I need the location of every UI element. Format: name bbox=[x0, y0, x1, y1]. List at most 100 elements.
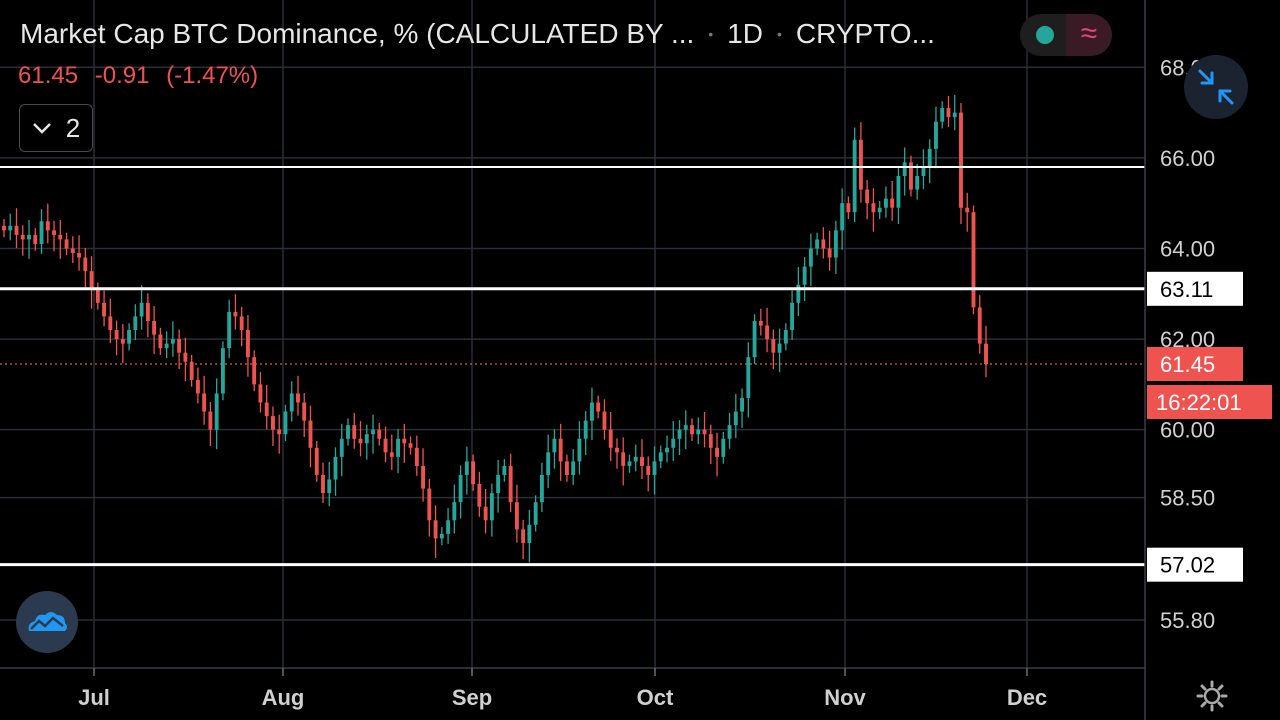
candle-body bbox=[396, 438, 400, 457]
separator-dot: • bbox=[708, 26, 714, 42]
x-tick-label: Nov bbox=[824, 685, 866, 710]
candle-body bbox=[946, 108, 951, 118]
candle-body bbox=[177, 339, 182, 353]
candle-body bbox=[452, 502, 457, 521]
candle-body bbox=[758, 320, 763, 326]
candle-body bbox=[214, 393, 219, 430]
candle-body bbox=[289, 393, 294, 412]
candle-body bbox=[909, 162, 913, 190]
tradingview-logo-button[interactable] bbox=[16, 591, 78, 653]
candle-body bbox=[959, 112, 963, 208]
candle-body bbox=[871, 203, 876, 213]
candle-body bbox=[783, 330, 788, 344]
candle-body bbox=[339, 438, 344, 457]
y-tick-label: 58.50 bbox=[1160, 486, 1215, 511]
candle-body bbox=[727, 425, 732, 439]
horizontal-lines[interactable] bbox=[0, 165, 1145, 567]
price-change-percent: (-1.47%) bbox=[166, 62, 259, 89]
exchange-label[interactable]: CRYPTO... bbox=[795, 18, 935, 49]
candle-body bbox=[127, 330, 132, 344]
candle-body bbox=[608, 429, 613, 448]
candle-body bbox=[934, 121, 938, 149]
candle-body bbox=[183, 352, 188, 362]
candle-body bbox=[220, 348, 225, 394]
price-readout: 61.45 -0.91 (-1.47%) bbox=[18, 62, 268, 90]
candle-body bbox=[271, 416, 275, 430]
candle-body bbox=[364, 434, 369, 444]
candle-body bbox=[371, 429, 375, 435]
candle-body bbox=[252, 357, 257, 385]
indicator-pill[interactable]: ≈ bbox=[1020, 14, 1112, 56]
candle-body bbox=[646, 465, 651, 475]
candle-body bbox=[321, 474, 325, 494]
candle-body bbox=[70, 248, 75, 254]
candle-body bbox=[915, 176, 920, 190]
candle-body bbox=[921, 166, 926, 177]
candle-body bbox=[233, 311, 238, 317]
candle-body bbox=[721, 438, 726, 457]
candle-body bbox=[590, 402, 594, 421]
candle-body bbox=[439, 533, 444, 539]
interval-label[interactable]: 1D bbox=[727, 18, 763, 49]
wave-icon[interactable]: ≈ bbox=[1066, 14, 1112, 56]
candle-body bbox=[658, 452, 663, 462]
candle-body bbox=[833, 230, 838, 258]
candle-body bbox=[702, 429, 707, 435]
line-label-badge bbox=[1147, 271, 1243, 306]
candle-body bbox=[239, 316, 244, 331]
x-tick-label: Oct bbox=[637, 685, 674, 710]
candle-body bbox=[539, 474, 544, 503]
candle-body bbox=[790, 302, 795, 331]
candle-body bbox=[433, 520, 438, 539]
candle-body bbox=[583, 420, 588, 439]
candle-body bbox=[558, 438, 563, 462]
candle-body bbox=[771, 339, 776, 353]
candle-body bbox=[977, 307, 982, 344]
candle-body bbox=[940, 108, 945, 122]
candle-body bbox=[195, 379, 200, 394]
candle-body bbox=[77, 253, 81, 258]
candle-body bbox=[965, 207, 970, 213]
candle-body bbox=[45, 221, 50, 231]
symbol-title[interactable]: Market Cap BTC Dominance, % (CALCULATED … bbox=[20, 18, 695, 49]
candle-body bbox=[383, 438, 388, 453]
candle-body bbox=[615, 447, 619, 453]
candle-body bbox=[27, 234, 31, 240]
line-label-text: 57.02 bbox=[1160, 553, 1215, 578]
candle-body bbox=[158, 334, 163, 349]
gear-icon[interactable] bbox=[1195, 679, 1229, 713]
candle-body bbox=[296, 393, 300, 403]
candle-body bbox=[533, 502, 538, 525]
candle-body bbox=[421, 465, 426, 489]
collapse-button[interactable] bbox=[1184, 55, 1248, 119]
candle-body bbox=[189, 361, 194, 380]
time-axis[interactable]: Jul Aug Sep Oct Nov Dec bbox=[78, 668, 1047, 710]
y-tick-label: 55.80 bbox=[1160, 608, 1215, 633]
candle-body bbox=[652, 461, 657, 475]
y-tick-label: 64.00 bbox=[1160, 236, 1215, 261]
candle-body bbox=[984, 343, 988, 364]
countdown-badge bbox=[1147, 385, 1272, 419]
candle-body bbox=[708, 434, 713, 448]
legend-toggle-button[interactable]: 2 bbox=[19, 104, 93, 152]
candle-body bbox=[89, 271, 94, 290]
candle-body bbox=[952, 112, 957, 118]
symbol-header[interactable]: Market Cap BTC Dominance, % (CALCULATED … bbox=[20, 14, 935, 54]
candle-body bbox=[808, 248, 813, 267]
candle-body bbox=[665, 447, 669, 453]
candle-body bbox=[890, 198, 895, 208]
candle-body bbox=[145, 302, 150, 321]
candle-body bbox=[877, 207, 882, 213]
candle-body bbox=[508, 465, 513, 503]
candle-body bbox=[464, 461, 469, 475]
candle-body bbox=[227, 311, 232, 349]
candle-body bbox=[671, 438, 676, 448]
candle-body bbox=[640, 456, 644, 466]
candle-body bbox=[170, 339, 175, 344]
candle-body bbox=[865, 189, 870, 204]
candle-body bbox=[52, 230, 56, 235]
candle-body bbox=[83, 257, 88, 272]
candle-body bbox=[314, 447, 319, 475]
